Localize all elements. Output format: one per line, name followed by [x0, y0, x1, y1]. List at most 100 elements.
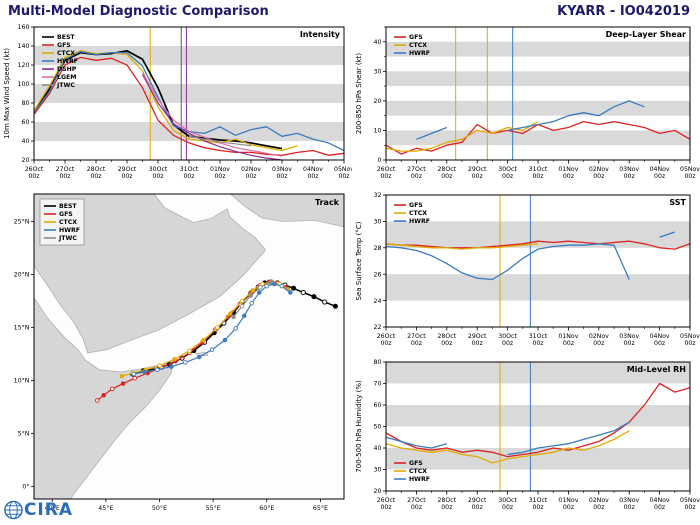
svg-text:00z: 00z: [59, 173, 70, 180]
svg-text:00z: 00z: [307, 173, 318, 180]
track-point-HWRF: [169, 364, 174, 369]
svg-text:00z: 00z: [380, 504, 391, 511]
svg-text:05Nov: 05Nov: [334, 166, 352, 173]
svg-text:80: 80: [373, 359, 381, 366]
shear-panel: 26Oct 00z 27Oct 00z 28Oct 00z 29Oct 00z 30Oct 00z…: [352, 22, 700, 190]
stripe-band: [386, 130, 690, 146]
svg-text:04Nov: 04Nov: [650, 333, 670, 340]
panel-title-intensity: Intensity: [300, 30, 341, 39]
svg-text:03Nov: 03Nov: [619, 333, 639, 340]
stripe-band: [34, 84, 344, 103]
legend-label-GFS: GFS: [409, 34, 423, 41]
svg-text:50°E: 50°E: [152, 504, 167, 512]
svg-text:00z: 00z: [441, 340, 452, 347]
legend-label-HWRF: HWRF: [57, 58, 78, 65]
track-point-HWRF: [279, 283, 285, 289]
svg-text:00z: 00z: [502, 504, 513, 511]
lon-axis: 40°E 45°E 50°E 55°E 60°E 65°E: [45, 499, 328, 512]
track-point-BEST: [291, 285, 297, 291]
series-GFS: [385, 382, 691, 458]
series-HWRF: [385, 421, 630, 456]
panel-title-rh: Mid-Level RH: [627, 365, 686, 374]
legend-label-GFS: GFS: [59, 211, 73, 218]
storm-tracks: [95, 279, 338, 403]
legend-label-JTWC: JTWC: [58, 235, 77, 242]
svg-text:70: 70: [373, 381, 381, 388]
land-arabian-peninsula: [34, 194, 267, 354]
track-point-CTCX: [239, 298, 245, 304]
svg-text:00z: 00z: [338, 173, 349, 180]
svg-text:22: 22: [373, 324, 381, 331]
svg-text:26Oct: 26Oct: [377, 333, 396, 340]
svg-text:00z: 00z: [532, 340, 543, 347]
svg-text:26Oct: 26Oct: [377, 166, 396, 173]
stripe-band: [386, 362, 690, 384]
legend-label-GFS: GFS: [57, 42, 71, 49]
svg-text:30: 30: [373, 467, 381, 474]
track-point-BEST: [322, 299, 328, 305]
svg-text:00z: 00z: [502, 173, 513, 180]
page-header: Multi-Model Diagnostic Comparison KYARR …: [0, 0, 700, 22]
svg-text:45°E: 45°E: [98, 504, 113, 512]
shear-chart: 26Oct00z27Oct00z28Oct00z29Oct00z30Oct00z…: [355, 26, 700, 180]
svg-text:25°N: 25°N: [14, 218, 30, 226]
stripe-band: [386, 274, 690, 301]
svg-text:05Nov: 05Nov: [680, 497, 700, 504]
track-point-CTCX: [201, 337, 206, 343]
y-axis: 20 40 60 80 100 120 140 160: [17, 24, 34, 164]
legend-label-GFS: GFS: [409, 460, 423, 467]
map-border: [33, 193, 345, 500]
svg-text:0°: 0°: [22, 482, 29, 490]
svg-text:28Oct: 28Oct: [87, 166, 106, 173]
svg-text:40: 40: [373, 445, 381, 452]
x-axis: 26Oct00z27Oct00z28Oct00z29Oct00z30Oct00z…: [377, 327, 700, 347]
svg-text:20: 20: [21, 157, 29, 164]
svg-text:00z: 00z: [472, 504, 483, 511]
y-axis-title: Sea Surface Temp (°C): [355, 221, 363, 300]
svg-text:00z: 00z: [654, 504, 665, 511]
svg-text:00z: 00z: [563, 340, 574, 347]
svg-text:00z: 00z: [411, 173, 422, 180]
svg-text:01Nov: 01Nov: [558, 166, 578, 173]
svg-text:28Oct: 28Oct: [438, 497, 457, 504]
track-map: 40°E 45°E 50°E 55°E 60°E 65°E 0° 5°N 10°N 15°N 20°…: [14, 193, 345, 512]
track-point-GFS: [120, 381, 126, 386]
track-point-CTCX: [215, 325, 220, 330]
y-axis: 22 24 26 28 30 32: [373, 192, 386, 331]
svg-text:00z: 00z: [380, 173, 391, 180]
svg-text:55°E: 55°E: [206, 504, 221, 512]
series-DSHP: [141, 74, 283, 161]
svg-text:26Oct: 26Oct: [377, 497, 396, 504]
track-point-HWRF: [288, 290, 293, 295]
track-point-CTCX: [119, 373, 125, 379]
stripe-band: [386, 448, 690, 470]
svg-text:20: 20: [373, 488, 381, 495]
y-axis-title: 200-850 hPa Shear (kt): [355, 53, 363, 134]
svg-text:01Nov: 01Nov: [558, 497, 578, 504]
track-point-HWRF: [233, 326, 238, 331]
track-point-HWRF: [272, 281, 277, 287]
x-axis: 26Oct00z27Oct00z28Oct00z29Oct00z30Oct00z…: [25, 160, 354, 180]
svg-text:29Oct: 29Oct: [468, 497, 487, 504]
svg-text:120: 120: [17, 62, 29, 69]
track-point-HWRF: [249, 300, 255, 306]
svg-text:01Nov: 01Nov: [558, 333, 578, 340]
svg-text:03Nov: 03Nov: [619, 497, 639, 504]
svg-text:00z: 00z: [654, 340, 665, 347]
track-point-HWRF: [182, 360, 188, 365]
svg-text:00z: 00z: [502, 340, 513, 347]
track-point-GFS: [132, 376, 138, 381]
svg-text:50: 50: [373, 424, 381, 431]
svg-text:00z: 00z: [245, 173, 256, 180]
svg-text:00z: 00z: [654, 173, 665, 180]
x-axis: 26Oct00z27Oct00z28Oct00z29Oct00z30Oct00z…: [377, 491, 700, 511]
svg-text:32: 32: [373, 192, 381, 199]
svg-text:27Oct: 27Oct: [407, 166, 426, 173]
track-point-HWRF: [241, 313, 247, 319]
svg-text:26: 26: [373, 271, 381, 278]
track-point-GFS: [101, 392, 106, 398]
y-axis: 20 30 40 50 60 70 80: [373, 359, 386, 495]
svg-text:160: 160: [17, 24, 29, 31]
